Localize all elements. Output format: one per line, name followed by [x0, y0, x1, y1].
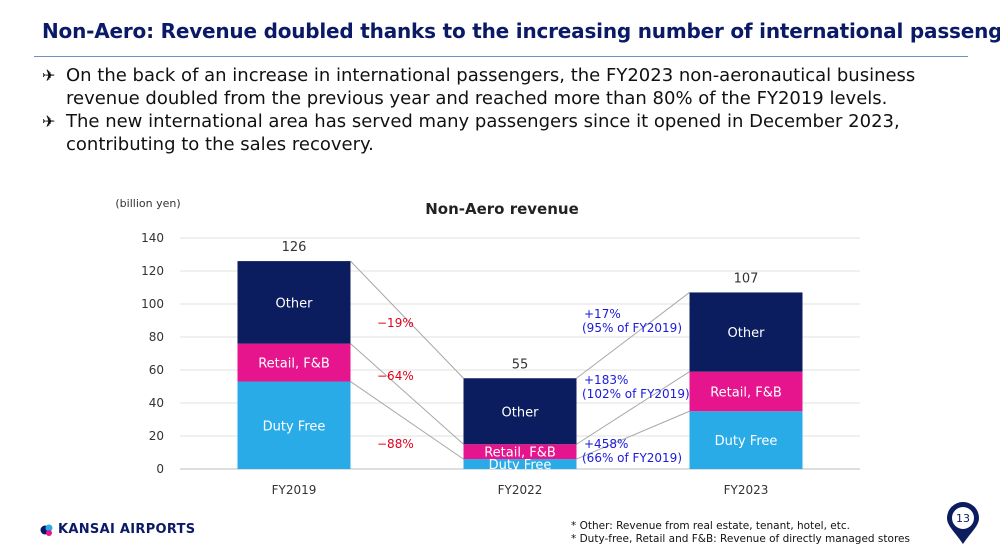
page-number-badge: 13 [947, 502, 979, 544]
x-tick-label: FY2022 [498, 483, 543, 497]
connector-line [576, 371, 690, 445]
kansai-airports-logo: KANSAI AIRPORTS [40, 522, 195, 537]
title-divider [34, 56, 968, 57]
y-tick-label: 80 [149, 330, 164, 344]
connector-line [350, 381, 464, 460]
connector-line [350, 343, 464, 445]
segment-label: Retail, F&B [710, 385, 782, 400]
change-relative-label: (66% of FY2019) [582, 451, 682, 465]
change-label-2022: −19% [377, 316, 414, 330]
footnote: * Duty-free, Retail and F&B: Revenue of … [571, 533, 910, 545]
y-axis-label: (billion yen) [115, 197, 180, 210]
segment-label: Other [728, 326, 766, 341]
connector-line [576, 292, 690, 379]
chart-title: Non-Aero revenue [425, 200, 579, 218]
segment-label: Duty Free [489, 458, 552, 473]
footnotes: * Other: Revenue from real estate, tenan… [571, 520, 910, 546]
total-label: 126 [282, 240, 307, 255]
x-tick-label: FY2019 [272, 483, 317, 497]
bullet-item: ✈ The new international area has served … [42, 110, 982, 156]
change-label-2022: −64% [377, 369, 414, 383]
y-tick-label: 140 [141, 231, 164, 245]
bar-segment [463, 444, 577, 460]
y-tick-label: 20 [149, 429, 164, 443]
logo-mark-icon [40, 524, 53, 536]
bullet-list: ✈ On the back of an increase in internat… [42, 64, 982, 156]
bar-segment [689, 292, 803, 372]
bar-segment [463, 459, 577, 469]
change-label-2023: +183% [584, 373, 628, 387]
segment-label: Other [276, 296, 314, 311]
bar-segment [237, 381, 351, 469]
y-tick-label: 0 [156, 462, 164, 476]
y-tick-label: 120 [141, 264, 164, 278]
bullet-text: The new international area has served ma… [66, 111, 900, 155]
y-tick-label: 60 [149, 363, 164, 377]
change-label-2023: +17% [584, 307, 621, 321]
change-label-2023: +458% [584, 437, 628, 451]
change-relative-label: (102% of FY2019) [582, 387, 690, 401]
bar-segment [689, 411, 803, 469]
segment-label: Other [502, 405, 540, 420]
change-relative-label: (95% of FY2019) [582, 321, 682, 335]
segment-label: Retail, F&B [484, 446, 556, 461]
page-title: Non-Aero: Revenue doubled thanks to the … [42, 19, 1000, 43]
total-label: 55 [512, 357, 529, 372]
bar-segment [237, 343, 351, 382]
segment-label: Duty Free [263, 419, 326, 434]
bar-segment [689, 371, 803, 412]
bar-segment [463, 378, 577, 445]
connector-line [350, 260, 464, 379]
total-label: 107 [734, 271, 759, 286]
bullet-text: On the back of an increase in internatio… [66, 65, 916, 109]
bullet-item: ✈ On the back of an increase in internat… [42, 64, 982, 110]
connector-line [576, 410, 690, 460]
bar-segment [237, 261, 351, 344]
page-number: 13 [956, 512, 970, 525]
airplane-icon: ✈ [42, 66, 56, 85]
segment-label: Retail, F&B [258, 357, 330, 372]
x-tick-label: FY2023 [724, 483, 769, 497]
airplane-icon: ✈ [42, 112, 56, 131]
change-label-2022: −88% [377, 437, 414, 451]
y-tick-label: 40 [149, 396, 164, 410]
footnote: * Other: Revenue from real estate, tenan… [571, 520, 850, 532]
y-tick-label: 100 [141, 297, 164, 311]
segment-label: Duty Free [715, 434, 778, 449]
logo-text: KANSAI AIRPORTS [58, 522, 196, 537]
